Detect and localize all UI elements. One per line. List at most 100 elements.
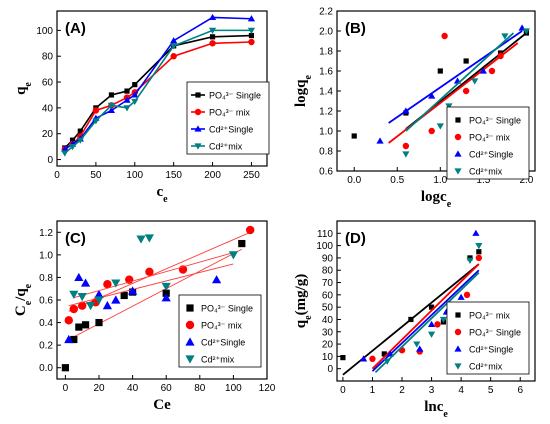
y-axis-label: logqe <box>293 74 314 107</box>
y-tick-label: 1.8 <box>319 47 333 58</box>
data-point <box>247 15 256 22</box>
legend-label: Cd²⁺mix <box>209 142 243 152</box>
data-point <box>94 296 104 305</box>
series-3 <box>69 234 238 311</box>
legend-label: Cd²⁺mix <box>201 355 235 365</box>
y-tick-label: 100 <box>316 241 333 252</box>
data-point <box>111 295 121 304</box>
legend-marker <box>455 117 461 123</box>
legend-marker <box>454 168 462 175</box>
y-tick-label: 50 <box>322 303 334 314</box>
y-tick-label: 0.6 <box>39 296 53 307</box>
x-tick-label: 60 <box>161 383 173 394</box>
x-tick-label: 0 <box>54 170 60 181</box>
x-tick-label: 200 <box>204 170 221 181</box>
data-point <box>488 67 496 75</box>
data-point <box>92 118 100 125</box>
data-point <box>471 78 479 85</box>
legend: PO₄³⁻ Single PO₄³⁻ mix Cd²⁺Single Cd²⁺mix <box>446 106 530 180</box>
y-tick-label: 1.0 <box>319 127 333 138</box>
y-tick-label: 80 <box>322 266 334 277</box>
legend-box <box>446 106 530 180</box>
legend-marker <box>185 337 195 346</box>
data-point <box>64 316 73 325</box>
x-tick-label: 150 <box>165 170 182 181</box>
data-point <box>161 282 171 292</box>
legend-label: Cd²⁺Single <box>201 338 245 348</box>
series-line <box>64 41 252 150</box>
data-point <box>238 239 246 248</box>
data-point <box>437 68 443 74</box>
panel-label: (C) <box>65 230 86 247</box>
data-point <box>381 351 387 357</box>
data-point <box>416 345 424 352</box>
data-point <box>522 28 530 35</box>
x-tick-label: 50 <box>90 170 102 181</box>
data-point <box>170 53 177 60</box>
y-tick-label: 0 <box>47 155 53 166</box>
y-tick-label: 1.6 <box>319 67 333 78</box>
data-point <box>212 275 222 284</box>
y-tick-label: 110 <box>317 229 333 240</box>
data-point <box>247 27 256 34</box>
y-tick-label: 20 <box>322 340 334 351</box>
y-tick-label: 1.2 <box>39 228 53 239</box>
data-point <box>501 33 509 40</box>
y-tick-label: 0.8 <box>319 147 333 158</box>
data-point <box>428 127 435 135</box>
y-tick-label: 20 <box>42 129 54 140</box>
legend-marker <box>186 304 194 312</box>
panel-b: 0.0 0.5 1.0 1.5 2.0 0.6 0.8 1.0 1.2 1.4 1.6 1.8 2.0 2… <box>293 7 536 210</box>
data-point <box>131 98 139 106</box>
legend-marker <box>454 150 462 157</box>
x-axis-label: Ce <box>153 397 171 413</box>
data-point <box>351 133 357 139</box>
legend-label: Cd²⁺mix <box>469 167 503 177</box>
data-point <box>462 87 470 95</box>
legend-marker <box>185 320 195 330</box>
data-point <box>108 92 115 98</box>
legend-box <box>446 301 530 375</box>
legend: PO₄³⁻ Single PO₄³⁻ mix Cd²⁺Single Cd²⁺mix <box>178 294 262 368</box>
data-point <box>77 293 87 302</box>
panel-label: (B) <box>345 20 366 37</box>
data-point <box>136 235 146 244</box>
panel-label: (A) <box>65 20 86 37</box>
panel-label: (D) <box>345 230 366 247</box>
y-tick-label: 40 <box>42 103 54 114</box>
data-point <box>103 280 112 289</box>
legend-label: Cd²⁺Single <box>469 150 513 160</box>
data-point <box>74 272 84 282</box>
data-point <box>209 34 216 40</box>
legend-marker <box>454 328 462 336</box>
y-tick-label: 2.0 <box>319 27 333 38</box>
x-tick-label: 20 <box>93 383 105 394</box>
x-tick-label: 250 <box>243 170 260 181</box>
x-tick-label: 40 <box>127 383 139 394</box>
data-point <box>123 105 131 112</box>
data-point <box>248 38 255 46</box>
legend-marker <box>454 363 462 370</box>
data-point <box>170 37 178 44</box>
fit-line <box>73 252 234 299</box>
data-point <box>463 291 471 299</box>
y-tick-label: 30 <box>322 327 334 338</box>
y-tick-label: 100 <box>36 26 53 37</box>
y-axis-label: qe <box>13 82 34 95</box>
x-tick-label: 2.0 <box>519 175 533 186</box>
data-point <box>441 32 448 40</box>
legend-label: Cd²⁺Single <box>209 125 253 135</box>
legend-marker <box>185 355 195 364</box>
legend-label: PO₄³⁻ mix <box>209 108 250 118</box>
data-point <box>69 290 79 299</box>
data-point <box>208 27 217 34</box>
x-tick-label: 0 <box>340 385 346 396</box>
data-point <box>376 137 384 144</box>
x-tick-label: 2 <box>399 385 405 396</box>
y-axis-label: qe(mg/g) <box>293 274 314 328</box>
data-point <box>69 137 76 143</box>
data-point <box>445 103 453 110</box>
data-point <box>107 106 116 114</box>
